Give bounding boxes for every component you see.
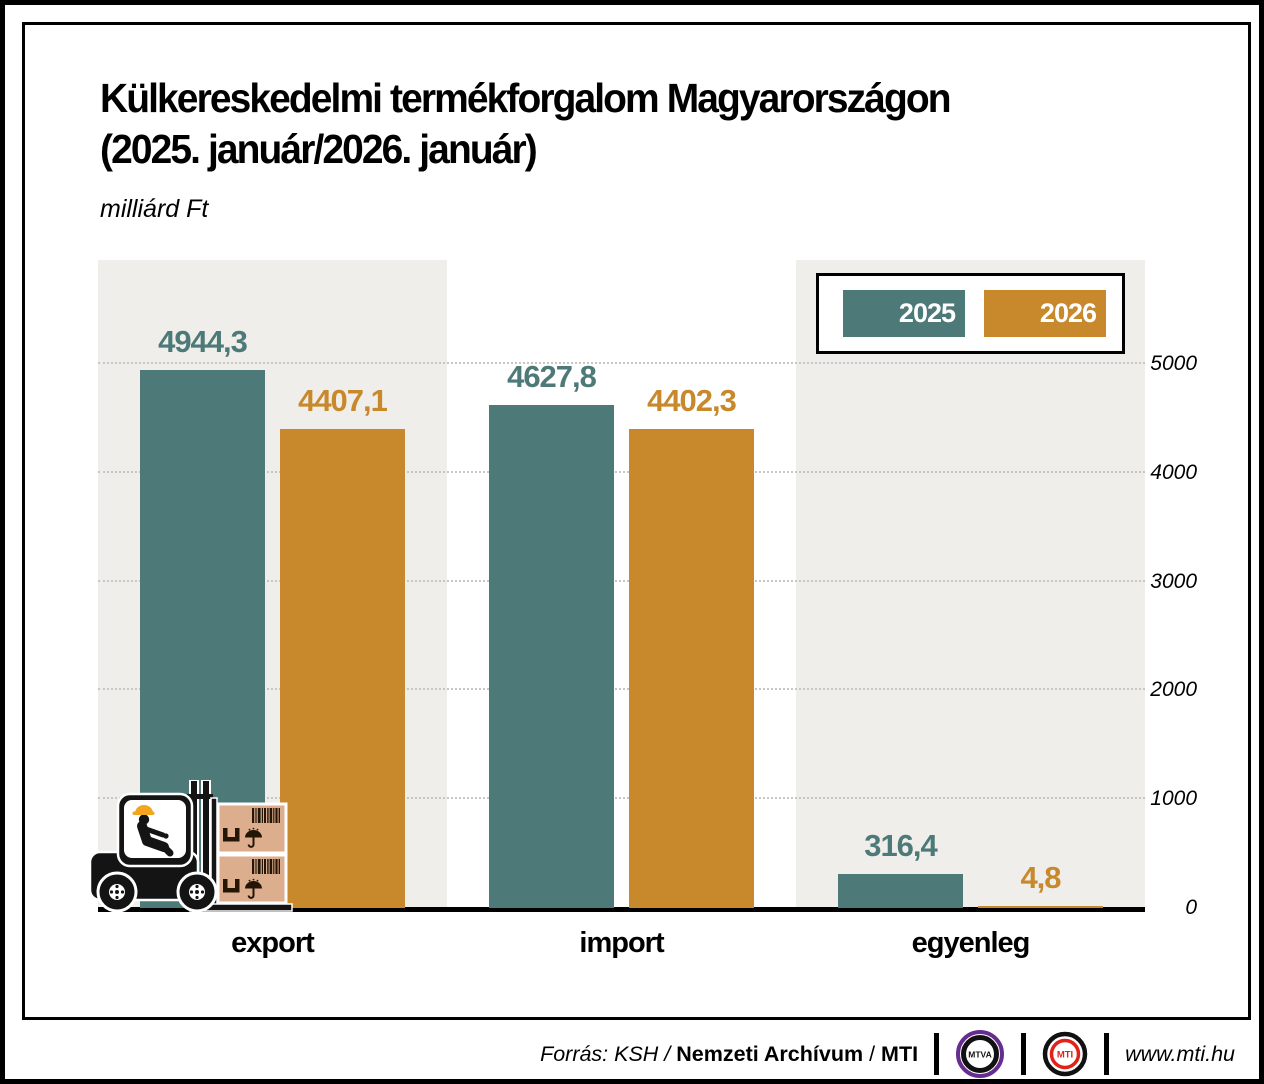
y-axis-tick-labels: 5000 4000 3000 2000 1000 0 [1150,260,1197,919]
mti-logo-icon: MTI [1042,1031,1088,1077]
bar-egyenleg-2025 [838,873,963,908]
driver-figure [132,805,174,857]
bar-import-2025 [489,404,614,908]
cargo-boxes [216,802,288,905]
x-axis-line [98,907,1145,912]
chart-title: Külkereskedelmi termékforgalom Magyarors… [100,73,952,175]
value-label-egyenleg-2025: 316,4 [864,827,938,863]
gridline-5000 [98,362,1145,364]
value-label-export-2026: 4407,1 [298,382,388,418]
ytick-3000: 3000 [1150,569,1197,593]
wheel-icon [176,871,218,913]
value-label-export-2025: 4944,3 [158,324,248,360]
source-separator: / [869,1041,876,1066]
ytick-2000: 2000 [1150,678,1197,702]
source-agency: MTI [881,1041,919,1066]
chart-legend: 2025 2026 [816,273,1125,354]
gridline-2000 [98,688,1145,691]
bar-egyenleg-2026 [978,906,1103,908]
footer-divider [934,1033,940,1075]
source-prefix: Forrás: KSH / [540,1041,671,1066]
chart-title-line2: (2025. január/2026. január) [100,126,538,172]
footer-divider [1104,1033,1110,1075]
category-band-egyenleg [796,260,1145,910]
forklift-icon [90,780,293,913]
legend-item-2025: 2025 [843,290,965,337]
value-label-egyenleg-2026: 4,8 [1020,860,1061,895]
legend-item-2026: 2026 [984,290,1106,337]
footer-divider [1021,1033,1027,1075]
chart-unit-label: milliárd Ft [100,195,209,223]
gridline-1000 [98,797,1145,800]
footer: Forrás: KSH / Nemzeti Archívum / MTI MTV… [35,1026,1235,1082]
value-label-import-2026: 4402,3 [647,383,737,419]
bar-import-2026 [629,429,754,908]
value-label-import-2025: 4627,8 [507,358,597,394]
category-label-egyenleg: egyenleg [911,927,1031,959]
ytick-4000: 4000 [1150,460,1197,484]
chart-title-line1: Külkereskedelmi termékforgalom Magyarors… [100,75,952,121]
ytick-1000: 1000 [1150,787,1197,811]
svg-text:MTI: MTI [1057,1050,1073,1061]
svg-text:MTVA: MTVA [968,1050,991,1060]
ytick-0: 0 [1185,896,1197,919]
category-label-export: export [231,927,315,959]
category-label-import: import [579,927,664,959]
gridline-3000 [98,579,1145,582]
wheel-icon [96,871,138,913]
gridline-4000 [98,470,1145,473]
mtva-logo-icon: MTVA [956,1030,1005,1078]
source-credit: Forrás: KSH / Nemzeti Archívum / MTI [540,1042,918,1067]
source-archive: Nemzeti Archívum [676,1041,864,1066]
website-url: www.mti.hu [1125,1041,1235,1066]
bar-export-2026 [280,428,405,908]
ytick-5000: 5000 [1150,352,1197,375]
